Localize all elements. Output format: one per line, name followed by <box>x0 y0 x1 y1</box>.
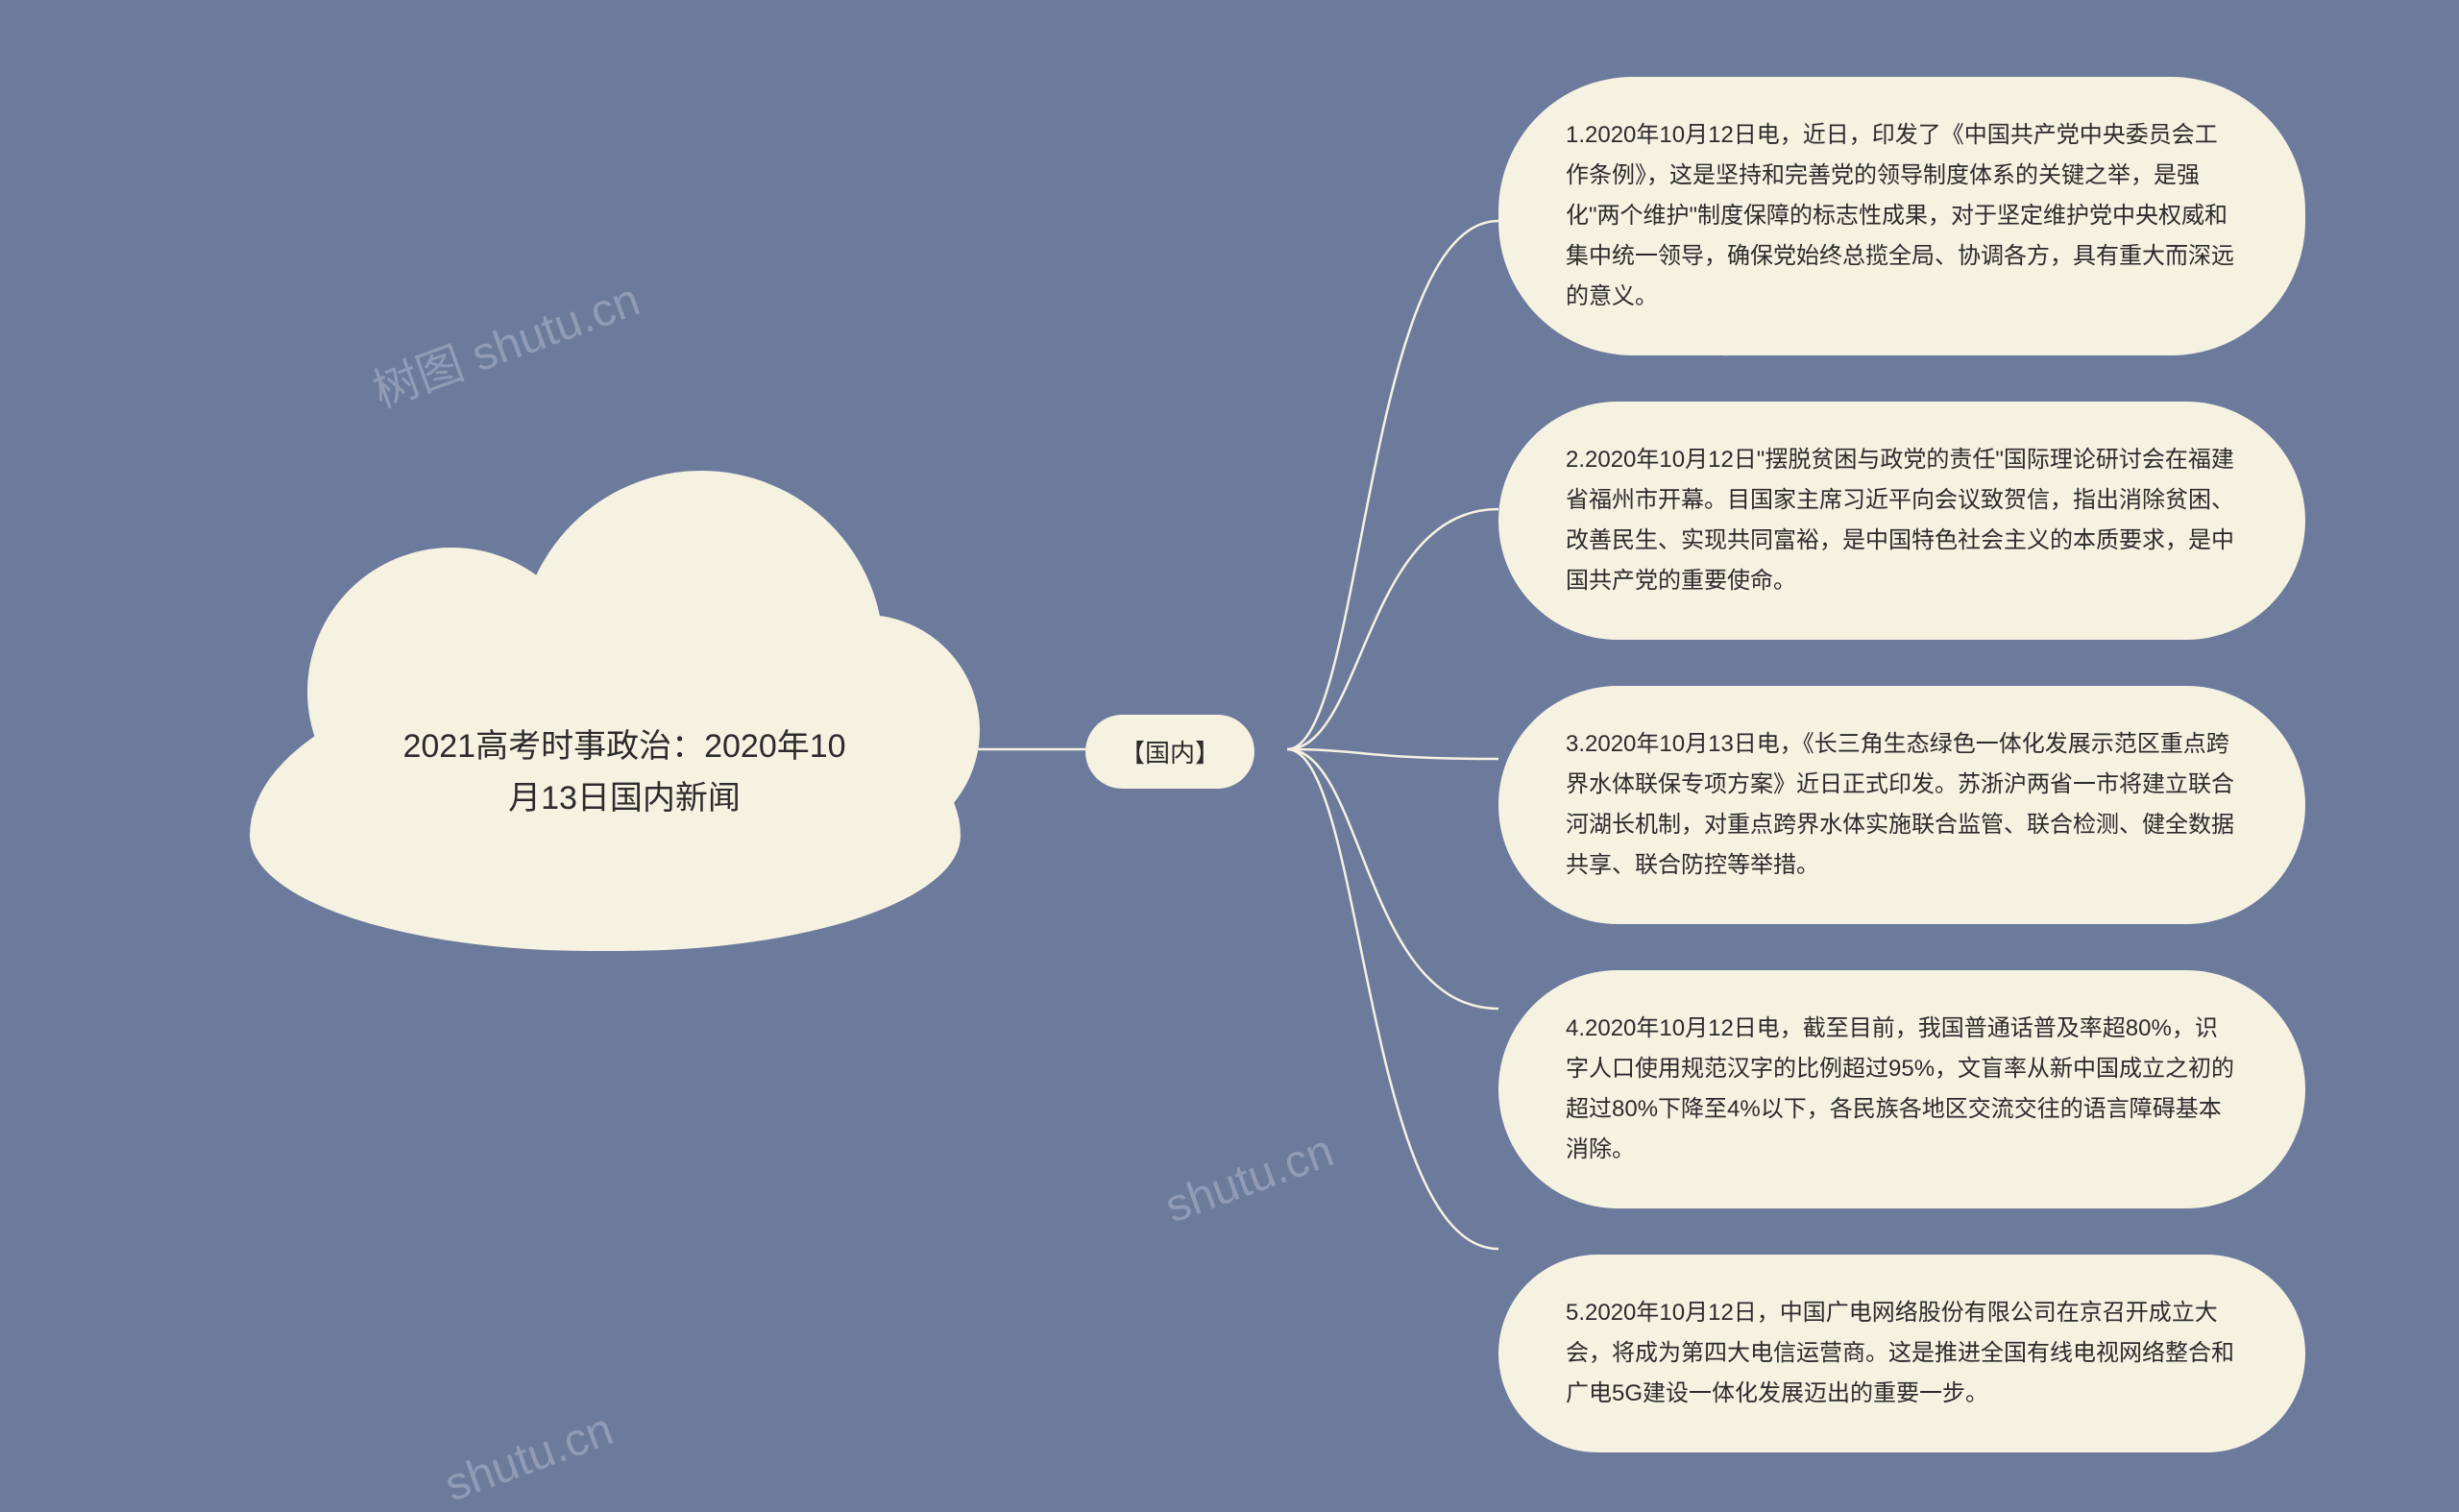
connector-category-leaf <box>1287 749 1498 759</box>
leaf-node-text: 5.2020年10月12日，中国广电网络股份有限公司在京召开成立大会，将成为第四… <box>1566 1300 2234 1406</box>
leaf-node[interactable]: 5.2020年10月12日，中国广电网络股份有限公司在京召开成立大会，将成为第四… <box>1498 1255 2305 1452</box>
leaf-node-text: 1.2020年10月12日电，近日，印发了《中国共产党中央委员会工作条例》，这是… <box>1566 122 2234 309</box>
watermark: 树图 shutu.cn <box>362 261 647 420</box>
leaf-node[interactable]: 4.2020年10月12日电，截至目前，我国普通话普及率超80%，识字人口使用规… <box>1498 970 2305 1208</box>
leaf-node[interactable]: 2.2020年10月12日"摆脱贫困与政党的责任"国际理论研讨会在福建省福州市开… <box>1498 402 2305 640</box>
connector-category-leaf <box>1287 749 1498 1249</box>
category-node[interactable]: 【国内】 <box>1085 715 1254 789</box>
connector-category-leaf <box>1287 509 1498 749</box>
leaf-node-text: 3.2020年10月13日电，《长三角生态绿色一体化发展示范区重点跨界水体联保专… <box>1566 731 2234 878</box>
leaf-node-text: 2.2020年10月12日"摆脱贫困与政党的责任"国际理论研讨会在福建省福州市开… <box>1566 447 2234 594</box>
leaf-node[interactable]: 3.2020年10月13日电，《长三角生态绿色一体化发展示范区重点跨界水体联保专… <box>1498 686 2305 924</box>
leaf-container: 1.2020年10月12日电，近日，印发了《中国共产党中央委员会工作条例》，这是… <box>1498 77 2305 1452</box>
category-node-label: 【国内】 <box>1120 739 1220 768</box>
connector-category-leaf <box>1287 749 1498 1009</box>
leaf-node-text: 4.2020年10月12日电，截至目前，我国普通话普及率超80%，识字人口使用规… <box>1566 1015 2234 1162</box>
root-node[interactable]: 2021高考时事政治：2020年10月13日国内新闻 <box>250 413 961 951</box>
watermark: shutu.cn <box>438 1403 620 1512</box>
leaf-node[interactable]: 1.2020年10月12日电，近日，印发了《中国共产党中央委员会工作条例》，这是… <box>1498 77 2305 355</box>
watermark: shutu.cn <box>1158 1125 1340 1234</box>
root-node-label: 2021高考时事政治：2020年10月13日国内新闻 <box>394 720 855 825</box>
connector-category-leaf <box>1287 221 1498 749</box>
